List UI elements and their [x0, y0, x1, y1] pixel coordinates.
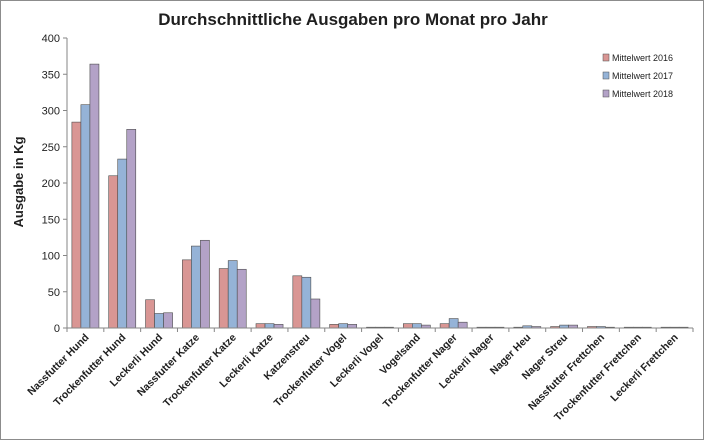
y-tick-label: 150	[42, 214, 60, 226]
bar	[154, 313, 164, 329]
bar	[182, 259, 192, 329]
bar	[191, 245, 201, 329]
bar	[338, 323, 348, 329]
plot-area: 0 50 100 150 200 250 300 350 400 Nassfutter HundT…	[25, 33, 694, 423]
bar	[200, 239, 210, 329]
bar	[264, 323, 275, 329]
y-tick-label: 200	[42, 178, 60, 190]
bar	[402, 323, 413, 329]
x-tick-label: Trockenfutter Hund	[51, 332, 128, 409]
bar	[71, 121, 82, 329]
x-tick-label: Nassfutter Hund	[25, 332, 91, 398]
bar	[117, 158, 128, 329]
bar	[89, 63, 100, 329]
chart-title: Durchschnittliche Ausgaben pro Monat pro…	[158, 10, 548, 29]
bar	[310, 298, 321, 329]
legend-label: Mittelwert 2017	[612, 71, 673, 81]
bar	[236, 268, 247, 329]
bar	[227, 260, 238, 329]
bar	[292, 275, 303, 329]
legend-swatch	[602, 89, 610, 98]
x-tick-label: Leckerli Frettchen	[608, 332, 680, 404]
y-tick-label: 250	[42, 142, 60, 154]
y-tick-label: 350	[42, 69, 60, 81]
y-tick-label: 100	[42, 251, 60, 263]
bar	[255, 323, 266, 329]
legend-label: Mittelwert 2018	[612, 89, 673, 99]
bar	[301, 276, 312, 329]
legend-label: Mittelwert 2016	[612, 53, 673, 63]
bar	[412, 323, 422, 329]
bar	[457, 321, 468, 329]
bar	[448, 318, 459, 329]
bar	[439, 323, 450, 329]
bar	[347, 324, 358, 329]
bar	[163, 312, 173, 329]
bar	[126, 129, 137, 329]
y-tick-label: 50	[48, 287, 60, 299]
legend: Mittelwert 2016 Mittelwert 2017 Mittelwert…	[602, 53, 673, 99]
bar	[329, 324, 339, 329]
bar	[273, 324, 284, 329]
bar	[145, 299, 155, 329]
y-tick-label: 400	[42, 33, 60, 45]
bar	[108, 175, 119, 329]
legend-swatch	[602, 53, 610, 62]
y-tick-label: 0	[54, 323, 60, 335]
bar	[80, 104, 91, 329]
legend-swatch	[602, 71, 610, 80]
y-axis-label: Ausgabe in Kg	[11, 136, 26, 227]
y-tick-label: 300	[42, 106, 60, 118]
bar	[218, 268, 229, 329]
x-tick-label: Nassfutter Katze	[135, 332, 202, 399]
